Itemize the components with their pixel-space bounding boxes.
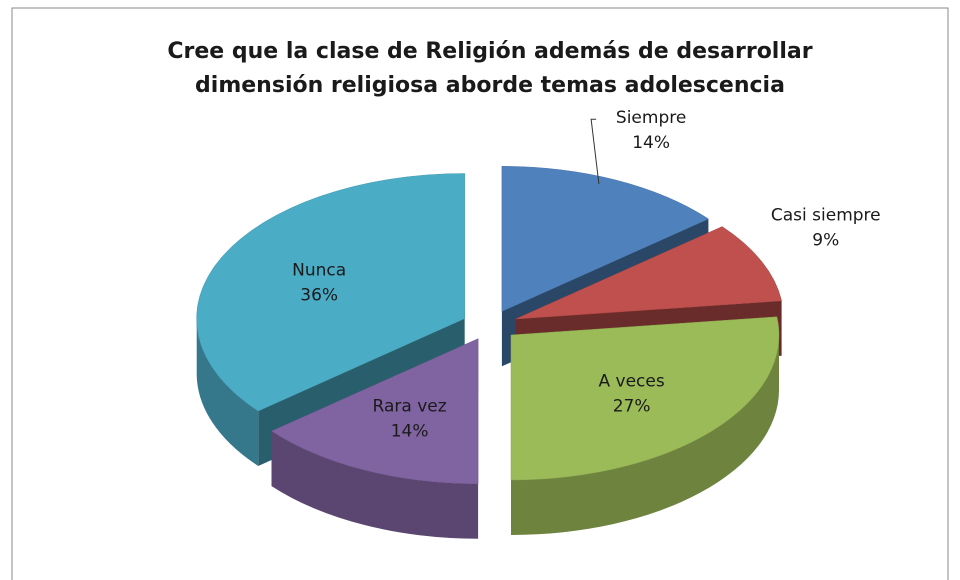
slice-value-label: 27%	[613, 397, 651, 417]
chart-title: dimensión religiosa aborde temas adolesc…	[195, 73, 785, 98]
pie-slice	[501, 166, 709, 312]
slice-value-label: 14%	[632, 133, 670, 153]
slice-value-label: 14%	[391, 421, 429, 441]
pie-slice	[515, 226, 782, 320]
leader-line	[590, 118, 600, 185]
pie-slice	[510, 316, 780, 481]
slice-label: Casi siempre	[771, 206, 881, 226]
slice-label: Rara vez	[373, 396, 447, 416]
slice-label: A veces	[599, 372, 665, 392]
chart-border	[11, 7, 949, 580]
pie-slice-side	[196, 318, 259, 466]
pie-slice	[196, 173, 465, 412]
pie-slice-side	[511, 335, 779, 535]
pie-slice-side	[271, 431, 479, 539]
chart-title: Cree que la clase de Religión además de …	[167, 39, 812, 64]
slice-value-label: 36%	[300, 286, 338, 306]
slice-value-label: 9%	[812, 231, 839, 251]
slice-label: Siempre	[616, 108, 686, 128]
slice-label: Nunca	[292, 261, 346, 281]
pie-slice	[271, 338, 479, 484]
